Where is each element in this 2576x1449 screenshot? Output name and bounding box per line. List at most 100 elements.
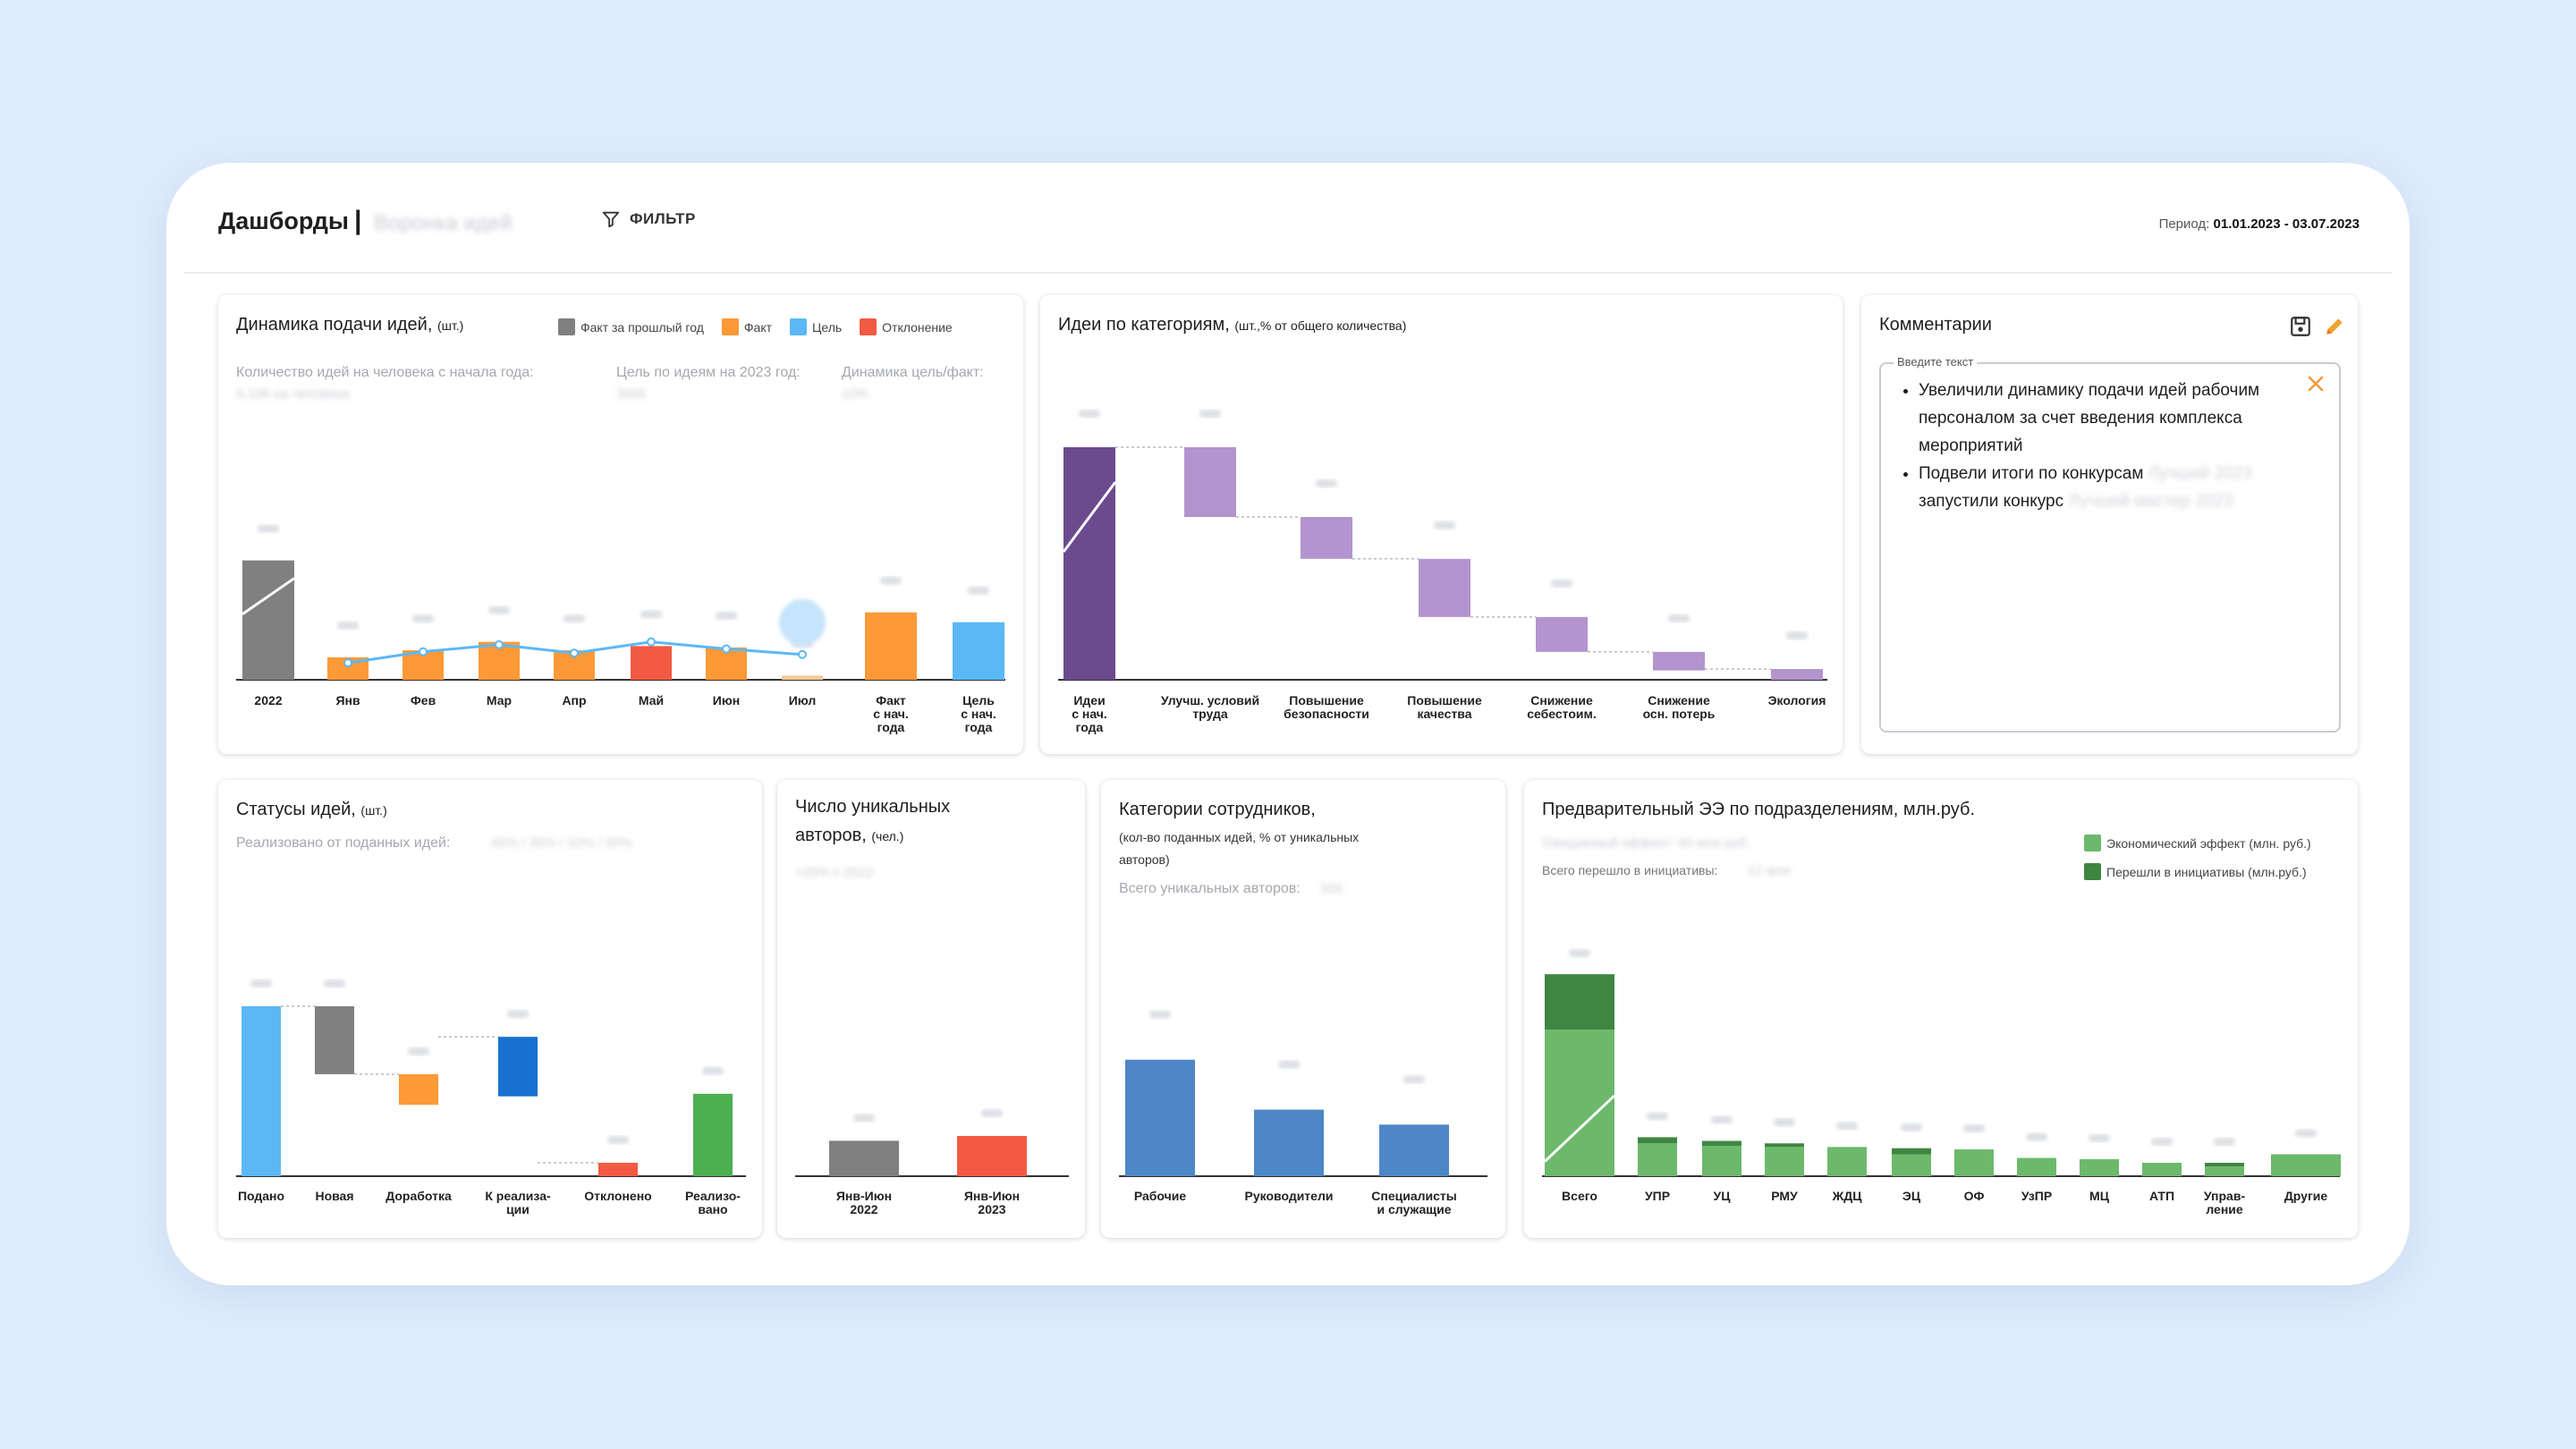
card-title-unit: (шт.) [436,318,464,333]
statuses-card: Статусы идей, (шт.) Реализовано от подан… [218,780,762,1238]
bar-value-label [1278,1060,1300,1069]
effect-kpi-blur: Ожидаемый эффект: 40 млн.руб. [1542,835,1750,851]
effect-legend-init: Перешли в инициативы (млн.руб.) [2084,863,2307,880]
edit-icon[interactable] [2323,315,2346,338]
page-subtitle: Воронка идей [374,211,513,235]
comment-item: Подвели итоги по конкурсам Лучший 2023 [1919,460,2321,487]
bar-econ [1892,1154,1931,1176]
comments-title: Комментарии [1879,315,1992,335]
comment-textarea[interactable]: Введите текст Увеличили динамику подачи … [1879,355,2341,733]
employees-card: Категории сотрудников, (кол-во поданных … [1101,780,1505,1238]
bar-value-label [324,979,345,987]
legend-swatch-init [2084,863,2101,880]
bar-diagonal [1062,481,1117,553]
bar [242,1006,281,1176]
goal-point [343,658,352,668]
bar-value-label [2089,1133,2110,1142]
filter-button[interactable]: ФИЛЬТР [601,209,696,229]
x-tick-label: АТП [2149,1189,2174,1203]
bar-value-label [1403,1075,1425,1084]
filter-label: ФИЛЬТР [630,210,696,227]
bar-value-label [1199,410,1221,418]
x-tick-label: Управ-ление [2204,1189,2246,1216]
x-tick-label: К реализа-ции [485,1189,551,1216]
bar [1379,1124,1449,1176]
kpi-label-goal: Цель по идеям на 2023 год: [616,365,801,380]
bar-value-label [1316,479,1337,487]
period: Период: 01.01.2023 - 03.07.2023 [2159,216,2360,232]
bar [498,1037,538,1097]
authors-card: Число уникальных авторов, (чел.) +20% к … [777,780,1085,1238]
bar-value-label [853,1114,875,1123]
employees-chart: Рабочие Руководители Специалисты и служащие [1119,1010,1487,1216]
bar-init [1702,1140,1741,1146]
kpi-label-dyn: Динамика цель/факт: [842,365,984,380]
bar-value-label [1551,579,1572,588]
x-tick-label: Руководители [1245,1189,1334,1203]
bar-value-label [607,1136,629,1144]
card-title: Идеи по категориям, (шт.,% от общего кол… [1058,315,1406,335]
statuses-kpi-label: Реализовано от поданных идей: [236,835,451,851]
card-title: Категории сотрудников, [1119,800,1316,819]
employees-kpi-value: 320 [1320,881,1343,896]
x-tick-label: РМУ [1771,1189,1798,1203]
bar-value-label [2151,1138,2173,1147]
bar [1125,1059,1195,1176]
bar-init [2205,1163,2244,1167]
x-tick-label: Май [639,693,664,708]
x-tick-label: Апр [562,693,586,708]
legend-fact: Факт [743,319,773,335]
x-tick-label: Цель с нач. года [961,693,996,734]
x-tick-label: Факт с нач. года [873,693,909,734]
bar [1301,517,1352,559]
x-tick-label: Янв-Июн 2022 [836,1189,892,1216]
goal-point [798,649,807,659]
x-tick-label: Специалисты и служащие [1371,1189,1456,1216]
legend-prev: Факт за прошлый год [580,319,704,335]
bar-value-label [337,621,359,630]
bar-econ [2017,1157,2056,1176]
bar-value-label [2295,1129,2317,1138]
page-title: Дашборды [218,208,349,234]
goal-point [419,647,428,657]
bar-value-label [408,1047,429,1055]
clear-icon[interactable] [2305,373,2326,394]
save-icon[interactable] [2289,315,2312,338]
x-tick-label: Фев [411,693,436,708]
bar [315,1006,354,1074]
legend-econ: Экономический эффект (млн. руб.) [2106,835,2311,851]
filter-icon [602,211,620,228]
comments-card: Комментарии Введите текст Увеличили дина… [1861,295,2358,754]
bar-value-label [1434,521,1455,530]
kpi-label-per-person: Количество идей на человека с начала год… [236,365,534,380]
authors-chart: Янв-Июн 2022 Янв-Июн 2023 [795,1109,1069,1216]
x-tick-label: Улучш. условий труда [1161,693,1259,721]
bar-econ [1638,1143,1677,1176]
x-tick-label: Мар [487,693,512,708]
effect-chart: Всего УПР УЦ РМУ ЖДЦ ЭЦ ОФ УзПР МЦ АТП Управ-ление… [1542,949,2341,1216]
card-title-unit: (шт.,% от общего количества) [1234,318,1407,333]
x-tick-label: Снижение себестоим. [1527,693,1597,721]
legend-swatch-goal [790,318,808,335]
bar-value-label [412,614,434,623]
goal-point [647,637,656,647]
employees-kpi-label: Всего уникальных авторов: [1119,881,1301,896]
employees-subtitle: (кол-во поданных идей, % от уникальных а… [1119,826,1359,871]
categories-card: Идеи по категориям, (шт.,% от общего кол… [1040,295,1843,754]
dynamics-chart: 2022 Янв Фев Мар Апр Май Июн Июл Факт с нач. года Ц… [236,524,1005,734]
bar [1063,447,1115,680]
x-tick-label: Рабочие [1134,1189,1187,1203]
bar [782,675,823,680]
bar-value-label [2214,1138,2235,1147]
bar [1419,558,1470,617]
card-title-text2: авторов, [795,826,867,845]
bar-value-label [981,1109,1003,1117]
bar-value-label [1149,1010,1171,1019]
x-tick-label: Реализо-вано [685,1189,741,1216]
card-title-text: Идеи по категориям, [1058,315,1230,335]
period-value[interactable]: 01.01.2023 - 03.07.2023 [2213,216,2360,232]
x-tick-label: Отклонено [584,1189,651,1203]
bar-init [1765,1143,1804,1148]
x-tick-label: Повышение качества [1407,693,1482,721]
bar-value-label [1711,1115,1733,1124]
